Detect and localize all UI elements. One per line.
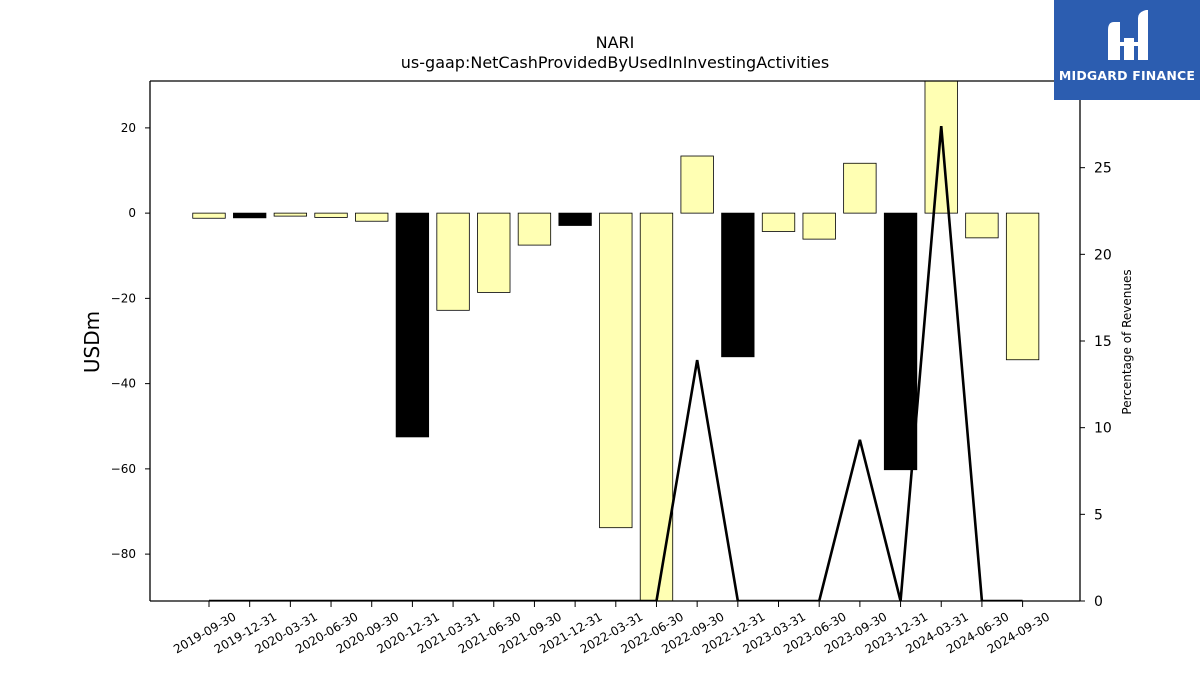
y-tick-label: −60 xyxy=(111,462,136,476)
percentage-line xyxy=(209,125,1023,601)
y2-axis-label: Percentage of Revenues xyxy=(1120,269,1134,414)
bar-2020-09-30 xyxy=(355,212,389,222)
y2-tick-label: 20 xyxy=(1094,247,1112,263)
bar-2023-12-31 xyxy=(883,212,918,471)
midgard-logo-icon xyxy=(1108,10,1148,60)
brand-name: MIDGARD FINANCE xyxy=(1058,68,1196,83)
bar-2024-03-31 xyxy=(924,81,958,214)
bar-2024-09-30 xyxy=(1005,212,1040,361)
bar-2021-12-31 xyxy=(558,212,592,226)
y2-tick-label: 25 xyxy=(1094,161,1112,177)
bar-2022-06-30 xyxy=(639,212,674,601)
bar-2020-12-31 xyxy=(395,212,430,438)
bar-2019-12-31 xyxy=(233,212,267,219)
y-tick-label: 0 xyxy=(128,206,136,220)
y-tick-label: 20 xyxy=(121,121,136,135)
bar-2023-09-30 xyxy=(843,162,877,214)
bar-2022-09-30 xyxy=(680,155,714,214)
bar-2021-09-30 xyxy=(517,212,552,246)
bar-2023-06-30 xyxy=(802,212,836,240)
bar-2021-03-31 xyxy=(436,212,470,311)
bar-2021-06-30 xyxy=(477,212,511,293)
bar-2020-06-30 xyxy=(314,212,348,218)
y2-tick-label: 15 xyxy=(1094,334,1112,350)
bar-2022-03-31 xyxy=(599,212,633,529)
line-layer xyxy=(209,125,1023,601)
bar-2023-03-31 xyxy=(761,212,796,232)
bars-layer xyxy=(192,81,1040,601)
chart-subtitle: us-gaap:NetCashProvidedByUsedInInvesting… xyxy=(401,53,829,72)
y-tick-label: −20 xyxy=(111,291,136,305)
y-tick-label: −80 xyxy=(111,547,136,561)
chart-title: NARI xyxy=(596,33,635,52)
y2-tick-label: 5 xyxy=(1094,507,1103,523)
bar-2024-06-30 xyxy=(965,212,999,239)
y2-tick-label: 0 xyxy=(1094,594,1103,610)
y2-tick-label: 10 xyxy=(1094,421,1112,437)
bar-2020-03-31 xyxy=(273,212,308,217)
bar-2022-12-31 xyxy=(721,212,755,358)
y-tick-label: −40 xyxy=(111,377,136,391)
bar-2019-09-30 xyxy=(192,212,226,219)
y-axis-label: USDm xyxy=(80,311,104,373)
brand-logo: MIDGARD FINANCE xyxy=(1054,0,1200,100)
